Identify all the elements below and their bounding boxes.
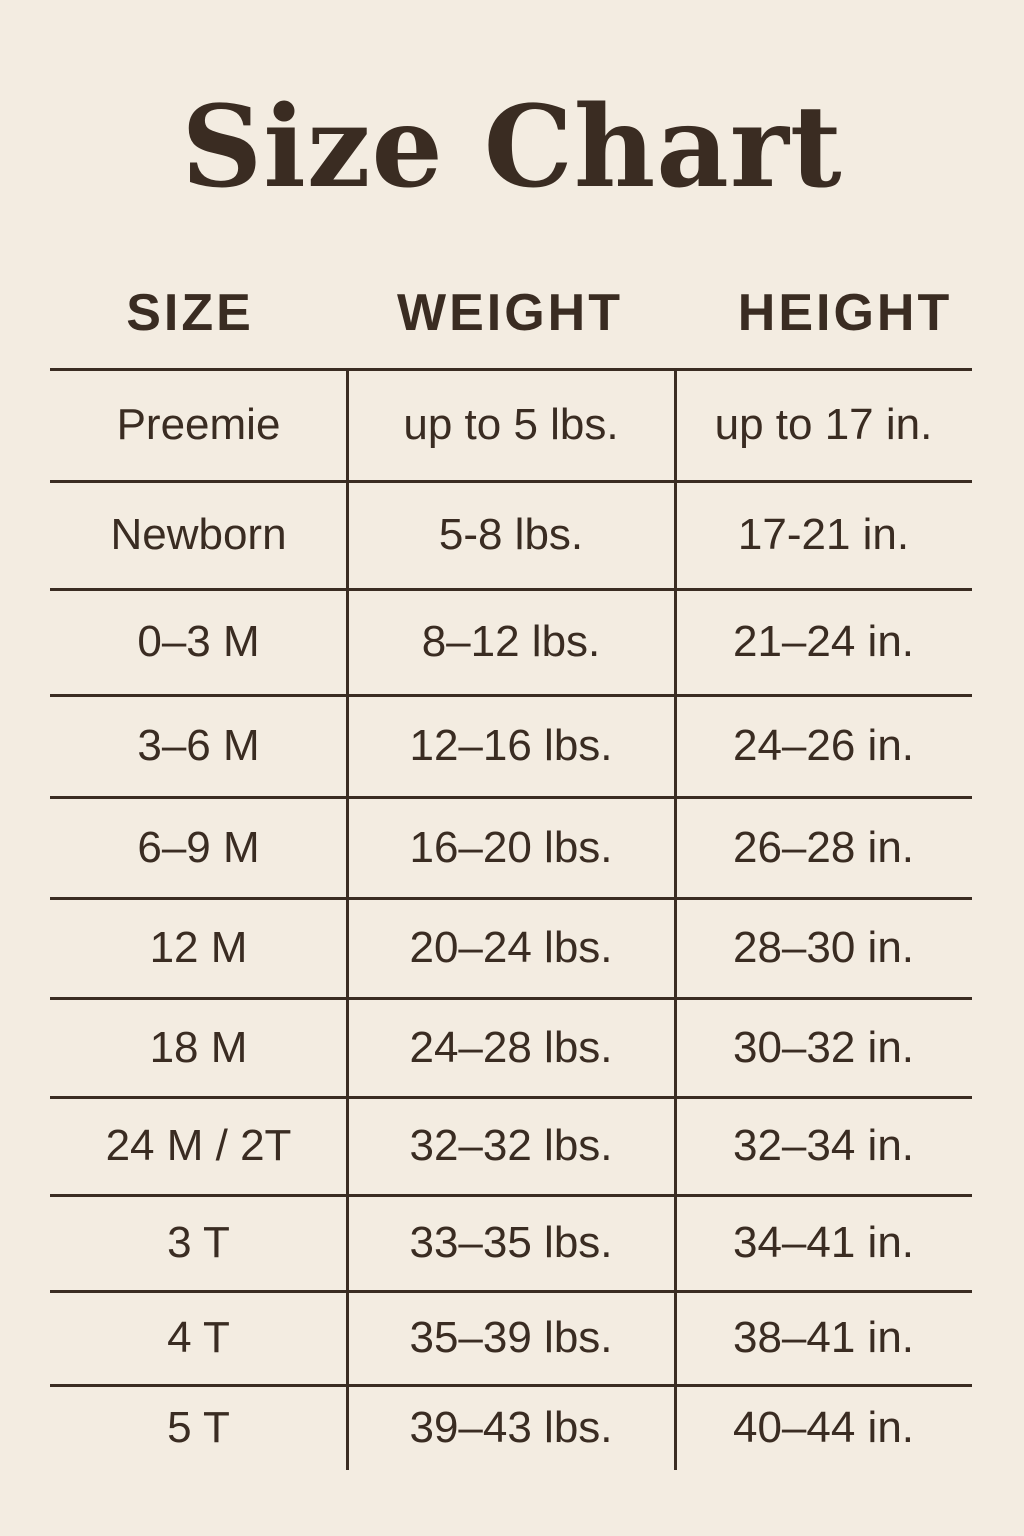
weight-cell: 39–43 lbs. — [409, 1402, 613, 1452]
height-cell: 38–41 in. — [732, 1313, 915, 1362]
size-cell: 3–6 M — [137, 721, 260, 770]
height-cell: 34–41 in. — [732, 1218, 915, 1267]
row-divider — [50, 1290, 972, 1293]
weight-cell: 32–32 lbs. — [409, 1121, 613, 1170]
size-cell: Preemie — [116, 400, 281, 449]
height-cell: 21–24 in. — [732, 617, 915, 666]
size-cell: 24 M / 2T — [105, 1121, 292, 1170]
size-cell: 6–9 M — [137, 822, 260, 872]
weight-cell: 5-8 lbs. — [438, 510, 584, 559]
height-cell: up to 17 in. — [714, 400, 933, 449]
row-divider — [50, 694, 972, 697]
row-divider — [50, 480, 972, 483]
weight-cell: 24–28 lbs. — [409, 1022, 613, 1072]
height-cell: 17-21 in. — [737, 510, 910, 559]
size-cell: 3 T — [167, 1218, 230, 1267]
size-cell: Newborn — [110, 510, 287, 559]
column-divider — [674, 369, 677, 1470]
row-divider — [50, 1194, 972, 1197]
height-cell: 30–32 in. — [732, 1022, 915, 1072]
row-divider — [50, 897, 972, 900]
weight-cell: 16–20 lbs. — [409, 822, 613, 872]
height-cell: 24–26 in. — [732, 721, 915, 770]
row-divider — [50, 997, 972, 1000]
column-divider — [346, 369, 349, 1470]
row-divider — [50, 588, 972, 591]
column-header-height: HEIGHT — [737, 284, 953, 342]
size-cell: 4 T — [167, 1313, 230, 1362]
height-cell: 26–28 in. — [732, 822, 915, 872]
column-header-weight: WEIGHT — [397, 284, 623, 342]
weight-cell: 33–35 lbs. — [409, 1218, 613, 1267]
row-divider — [50, 1384, 972, 1387]
size-cell: 0–3 M — [137, 617, 260, 666]
size-cell: 12 M — [149, 923, 248, 972]
weight-cell: 35–39 lbs. — [409, 1313, 613, 1362]
size-cell: 18 M — [149, 1022, 248, 1072]
weight-cell: 20–24 lbs. — [409, 923, 613, 972]
row-divider — [50, 1096, 972, 1099]
height-cell: 28–30 in. — [732, 923, 915, 972]
page-title: Size Chart — [181, 82, 843, 213]
size-cell: 5 T — [167, 1402, 230, 1452]
weight-cell: up to 5 lbs. — [403, 400, 619, 449]
weight-cell: 8–12 lbs. — [421, 617, 601, 666]
height-cell: 40–44 in. — [732, 1402, 915, 1452]
height-cell: 32–34 in. — [732, 1121, 915, 1170]
row-divider — [50, 796, 972, 799]
column-header-size: SIZE — [126, 284, 254, 342]
row-divider — [50, 368, 972, 371]
weight-cell: 12–16 lbs. — [409, 721, 613, 770]
